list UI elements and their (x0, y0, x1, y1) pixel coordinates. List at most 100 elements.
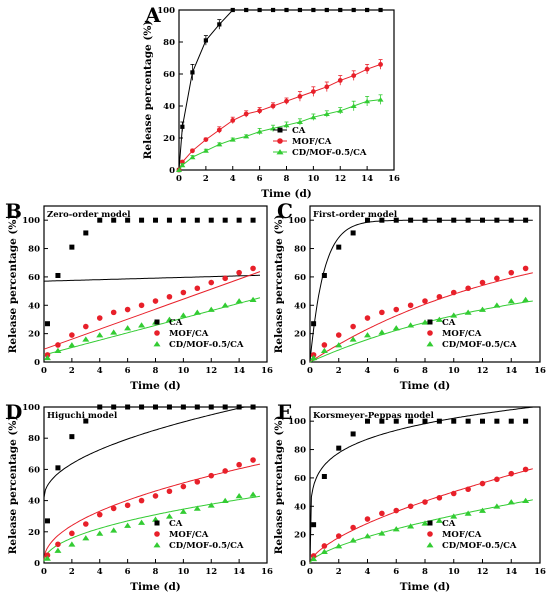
data-point (337, 78, 343, 83)
data-point (165, 316, 173, 322)
data-point (97, 404, 103, 410)
data-point (69, 244, 75, 250)
data-point (125, 217, 131, 223)
legend-marker (427, 330, 433, 336)
data-point (338, 7, 343, 13)
data-point (165, 513, 173, 519)
legend-label: MOF/CA (169, 329, 209, 339)
data-point (82, 336, 90, 342)
data-point (208, 472, 215, 479)
data-point (284, 7, 289, 13)
panel-b: 0 2 4 6 8 10 12 14 16 0 20 40 60 80 100 Time (d) Release… (5, 199, 273, 392)
data-point (450, 289, 457, 296)
data-point (43, 354, 51, 361)
y-tick-label: 60 (294, 273, 306, 283)
panel-e: 0 2 4 6 8 10 12 14 16 0 20 40 60 80 100 Time (d) Release… (273, 400, 546, 593)
x-tick-label: 16 (261, 366, 273, 376)
data-point (44, 321, 50, 327)
data-point (216, 141, 223, 147)
data-point (235, 298, 243, 304)
x-tick-label: 12 (477, 366, 489, 376)
data-point (450, 513, 458, 519)
data-point (350, 230, 356, 236)
data-point (208, 279, 215, 286)
data-point (392, 526, 400, 532)
x-tick-label: 8 (422, 366, 428, 376)
data-point (494, 418, 500, 424)
data-point (250, 265, 256, 272)
y-axis-label: Release percentage (%) (7, 416, 19, 555)
data-point (336, 244, 342, 250)
data-point (208, 217, 214, 223)
data-point (379, 510, 385, 517)
panel-a: 0 2 4 6 8 10 12 14 16 0 20 40 60 80 100 Time (d) Release… (142, 3, 400, 200)
data-point (435, 316, 443, 322)
panel-letter: A (144, 3, 161, 27)
x-tick-label: 10 (448, 567, 460, 577)
data-point (166, 488, 173, 495)
x-tick-label: 0 (41, 366, 47, 376)
data-point (407, 503, 414, 510)
y-tick-label: 0 (300, 559, 306, 569)
data-point (379, 309, 385, 316)
data-point (283, 122, 290, 128)
data-point (464, 510, 472, 516)
data-point (55, 342, 61, 348)
data-point (407, 523, 415, 529)
data-point (465, 217, 471, 223)
y-tick-label: 20 (28, 528, 40, 538)
data-point (523, 217, 529, 223)
y-axis-label: Release percentage (%) (142, 21, 154, 160)
data-point (96, 530, 104, 536)
data-point (508, 269, 515, 276)
data-point (96, 511, 103, 518)
legend-marker (277, 127, 283, 133)
data-point (436, 494, 443, 501)
y-tick-label: 40 (163, 102, 175, 112)
data-point (235, 493, 243, 499)
x-tick-label: 2 (203, 174, 209, 184)
data-point (393, 507, 400, 514)
data-point (139, 404, 145, 410)
panel-letter: D (5, 400, 22, 424)
data-point (236, 404, 242, 410)
legend-marker (154, 520, 160, 526)
data-point (194, 217, 200, 223)
legend-label: MOF/CA (169, 530, 209, 540)
data-point (508, 470, 515, 477)
data-point (194, 479, 201, 485)
data-point (222, 468, 228, 474)
x-tick-label: 6 (125, 366, 131, 376)
data-point (250, 217, 256, 223)
data-point (152, 493, 159, 499)
legend-marker (426, 542, 434, 548)
data-point (493, 302, 501, 308)
data-point (125, 404, 131, 410)
data-point (83, 418, 89, 424)
data-point (243, 133, 250, 139)
data-point (321, 473, 327, 479)
legend-label: MOF/CA (292, 137, 332, 147)
data-point (336, 445, 342, 451)
data-point (221, 302, 229, 308)
data-point (364, 98, 371, 104)
data-point (407, 322, 415, 328)
data-point (179, 162, 186, 168)
y-tick-label: 80 (163, 38, 175, 48)
y-tick-label: 80 (28, 245, 40, 255)
data-point (236, 269, 242, 276)
data-point (310, 555, 318, 562)
data-point (451, 418, 457, 424)
y-tick-label: 100 (288, 417, 306, 427)
data-point (436, 217, 442, 223)
data-point (270, 103, 276, 109)
x-axis-label: Time (d) (130, 380, 181, 392)
data-point (180, 217, 186, 223)
data-point (96, 315, 103, 321)
data-point (465, 418, 471, 424)
data-point (54, 547, 62, 553)
series-line (178, 99, 381, 171)
legend-marker (426, 341, 434, 347)
legend-label: CA (169, 318, 183, 328)
y-tick-label: 40 (294, 502, 306, 512)
